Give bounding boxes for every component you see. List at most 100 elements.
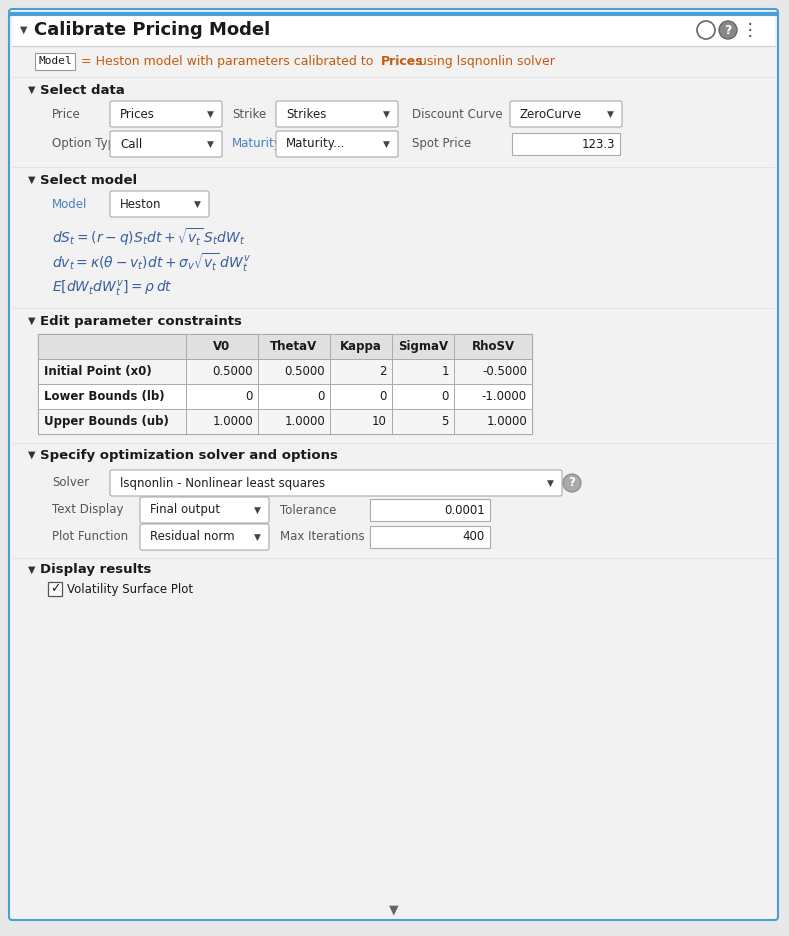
Text: ▼: ▼	[28, 565, 36, 575]
Text: Price: Price	[52, 108, 80, 121]
FancyBboxPatch shape	[110, 191, 209, 217]
Text: ThetaV: ThetaV	[271, 340, 318, 353]
Text: SigmaV: SigmaV	[398, 340, 448, 353]
Text: ▼: ▼	[193, 199, 200, 209]
FancyBboxPatch shape	[140, 497, 269, 523]
Text: Calibrate Pricing Model: Calibrate Pricing Model	[34, 21, 271, 39]
Text: ▼: ▼	[207, 139, 214, 149]
Text: 0.5000: 0.5000	[284, 365, 325, 378]
Text: Lower Bounds (lb): Lower Bounds (lb)	[44, 390, 165, 403]
FancyBboxPatch shape	[38, 409, 532, 434]
Text: ▼: ▼	[20, 25, 28, 35]
Text: 0: 0	[442, 390, 449, 403]
FancyBboxPatch shape	[110, 470, 562, 496]
Text: Tolerance: Tolerance	[280, 504, 336, 517]
Text: Residual norm: Residual norm	[150, 531, 234, 544]
Text: using lsqnonlin solver: using lsqnonlin solver	[415, 55, 555, 68]
FancyBboxPatch shape	[38, 334, 532, 359]
Text: Strikes: Strikes	[286, 108, 327, 121]
Text: Prices: Prices	[120, 108, 155, 121]
FancyBboxPatch shape	[110, 101, 222, 127]
Text: ▼: ▼	[28, 450, 36, 460]
FancyBboxPatch shape	[140, 524, 269, 550]
Text: Strike: Strike	[232, 108, 266, 121]
Text: $E[dW_t dW_t^v] = \rho\,dt$: $E[dW_t dW_t^v] = \rho\,dt$	[52, 279, 173, 299]
Text: Select model: Select model	[40, 173, 137, 186]
Text: 0.5000: 0.5000	[212, 365, 253, 378]
Text: ▼: ▼	[383, 110, 390, 119]
Text: 5: 5	[442, 415, 449, 428]
Text: 0: 0	[380, 390, 387, 403]
Text: Maturity...: Maturity...	[286, 138, 346, 151]
Text: Model: Model	[52, 197, 88, 211]
FancyBboxPatch shape	[48, 582, 62, 596]
Text: ▼: ▼	[389, 903, 398, 916]
Text: 0.0001: 0.0001	[444, 504, 485, 517]
Text: ▼: ▼	[253, 505, 260, 515]
Text: Upper Bounds (ub): Upper Bounds (ub)	[44, 415, 169, 428]
Text: Spot Price: Spot Price	[412, 138, 471, 151]
Circle shape	[719, 21, 737, 39]
Text: ?: ?	[724, 23, 731, 37]
Text: -0.5000: -0.5000	[482, 365, 527, 378]
Text: ▼: ▼	[253, 533, 260, 542]
Text: 1.0000: 1.0000	[486, 415, 527, 428]
Text: Plot Function: Plot Function	[52, 531, 128, 544]
Text: -1.0000: -1.0000	[482, 390, 527, 403]
Text: 2: 2	[380, 365, 387, 378]
FancyBboxPatch shape	[276, 101, 398, 127]
Text: Model: Model	[38, 56, 72, 66]
Circle shape	[563, 474, 581, 492]
Text: ▼: ▼	[207, 110, 214, 119]
FancyBboxPatch shape	[12, 14, 775, 46]
Text: Heston: Heston	[120, 197, 162, 211]
Text: RhoSV: RhoSV	[472, 340, 514, 353]
Text: $dv_t = \kappa(\theta - v_t)dt + \sigma_v\sqrt{v_t}\,dW_t^v$: $dv_t = \kappa(\theta - v_t)dt + \sigma_…	[52, 252, 251, 274]
Text: Edit parameter constraints: Edit parameter constraints	[40, 314, 242, 328]
FancyBboxPatch shape	[370, 526, 490, 548]
Text: ?: ?	[569, 476, 575, 490]
FancyBboxPatch shape	[370, 499, 490, 521]
FancyBboxPatch shape	[510, 101, 622, 127]
FancyBboxPatch shape	[110, 131, 222, 157]
Text: ▼: ▼	[547, 478, 553, 488]
FancyBboxPatch shape	[38, 359, 532, 384]
Text: ZeroCurve: ZeroCurve	[520, 108, 582, 121]
Text: 0: 0	[318, 390, 325, 403]
Text: Select data: Select data	[40, 83, 125, 96]
Text: 400: 400	[463, 531, 485, 544]
Text: Text Display: Text Display	[52, 504, 124, 517]
Text: 1.0000: 1.0000	[212, 415, 253, 428]
Text: Display results: Display results	[40, 563, 151, 577]
Text: ▼: ▼	[607, 110, 613, 119]
Text: V0: V0	[213, 340, 230, 353]
FancyBboxPatch shape	[38, 334, 532, 434]
Text: Discount Curve: Discount Curve	[412, 108, 503, 121]
Text: 1: 1	[442, 365, 449, 378]
Text: ▼: ▼	[28, 316, 36, 326]
Text: Specify optimization solver and options: Specify optimization solver and options	[40, 448, 338, 461]
Text: Kappa: Kappa	[340, 340, 382, 353]
FancyBboxPatch shape	[276, 131, 398, 157]
Text: 123.3: 123.3	[581, 138, 615, 151]
Text: $dS_t = (r - q)S_t dt + \sqrt{v_t}\,S_t dW_t$: $dS_t = (r - q)S_t dt + \sqrt{v_t}\,S_t …	[52, 227, 245, 248]
Text: 1.0000: 1.0000	[284, 415, 325, 428]
Text: Option Type: Option Type	[52, 138, 122, 151]
Text: ✓: ✓	[50, 582, 60, 595]
Text: lsqnonlin - Nonlinear least squares: lsqnonlin - Nonlinear least squares	[120, 476, 325, 490]
Text: 10: 10	[372, 415, 387, 428]
FancyBboxPatch shape	[9, 9, 778, 920]
Text: Prices: Prices	[381, 55, 424, 68]
Text: ⋮: ⋮	[742, 21, 758, 39]
Text: Initial Point (x0): Initial Point (x0)	[44, 365, 151, 378]
Text: Solver: Solver	[52, 476, 89, 490]
FancyBboxPatch shape	[38, 384, 532, 409]
Text: ▼: ▼	[28, 85, 36, 95]
Text: Max Iterations: Max Iterations	[280, 531, 365, 544]
FancyBboxPatch shape	[512, 133, 620, 155]
Text: Final output: Final output	[150, 504, 220, 517]
Text: 0: 0	[245, 390, 253, 403]
FancyBboxPatch shape	[35, 53, 75, 70]
Text: ▼: ▼	[383, 139, 390, 149]
Text: ▼: ▼	[28, 175, 36, 185]
